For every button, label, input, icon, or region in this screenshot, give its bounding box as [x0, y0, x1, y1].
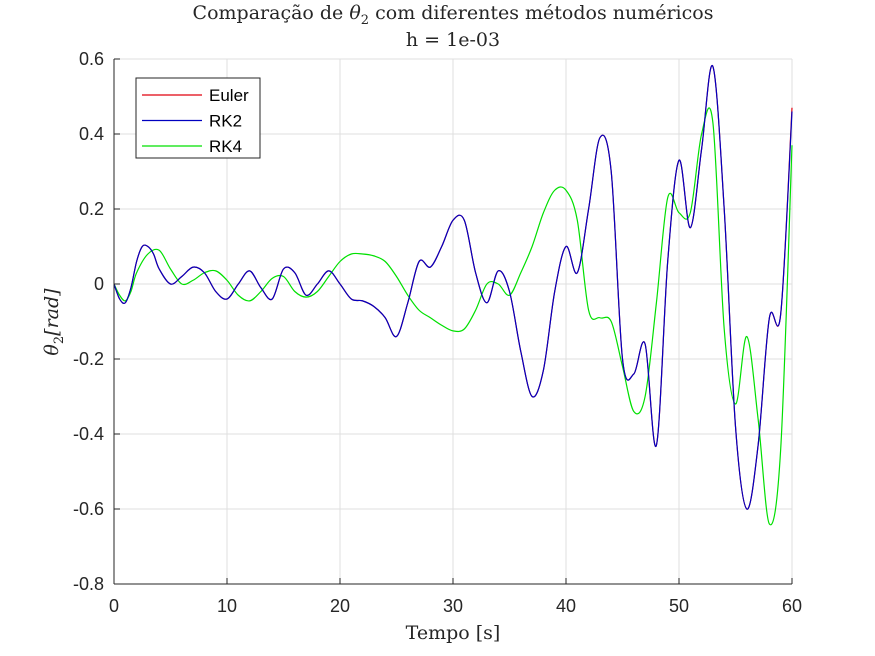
series-line-rk2: [113, 64, 793, 510]
y-ticks: -0.8 -0.6 -0.4 -0.2 0 0.2 0.4 0.6: [73, 49, 120, 594]
title-theta-symbol: θ: [349, 2, 361, 24]
y-tick-label: 0.6: [79, 49, 104, 69]
ylabel-theta-symbol: θ: [41, 344, 63, 356]
y-tick-label: -0.4: [73, 424, 104, 444]
x-tick-label: 50: [669, 596, 689, 616]
y-tick-label: -0.6: [73, 499, 104, 519]
x-axis-label: Tempo [s]: [406, 622, 501, 644]
legend-label-euler: Euler: [209, 86, 249, 105]
y-axis-label: θ2[rad]: [41, 288, 67, 356]
x-tick-label: 0: [109, 596, 119, 616]
chart-subtitle: h = 1e-03: [406, 29, 500, 51]
legend-label-rk2: RK2: [209, 112, 242, 131]
x-tick-label: 40: [556, 596, 576, 616]
grid: [113, 58, 793, 585]
y-tick-label: -0.2: [73, 349, 104, 369]
x-tick-label: 30: [443, 596, 463, 616]
legend: Euler RK2 RK4: [135, 77, 261, 159]
x-tick-label: 10: [217, 596, 237, 616]
legend-label-rk4: RK4: [209, 137, 242, 156]
y-tick-label: -0.8: [73, 574, 104, 594]
y-tick-label: 0: [94, 274, 104, 294]
title-subscript: 2: [361, 13, 369, 28]
series-line-rk4: [113, 107, 793, 526]
legend-box: [135, 77, 261, 159]
x-tick-label: 20: [330, 596, 350, 616]
x-ticks: 0 10 20 30 40 50 60: [109, 578, 802, 616]
y-tick-label: 0.4: [79, 124, 104, 144]
x-tick-label: 60: [782, 596, 802, 616]
series-lines: [113, 64, 793, 526]
ylabel-subscript: 2: [52, 336, 67, 344]
chart-title: Comparação de θ2 com diferentes métodos …: [193, 2, 714, 28]
y-tick-label: 0.2: [79, 199, 104, 219]
